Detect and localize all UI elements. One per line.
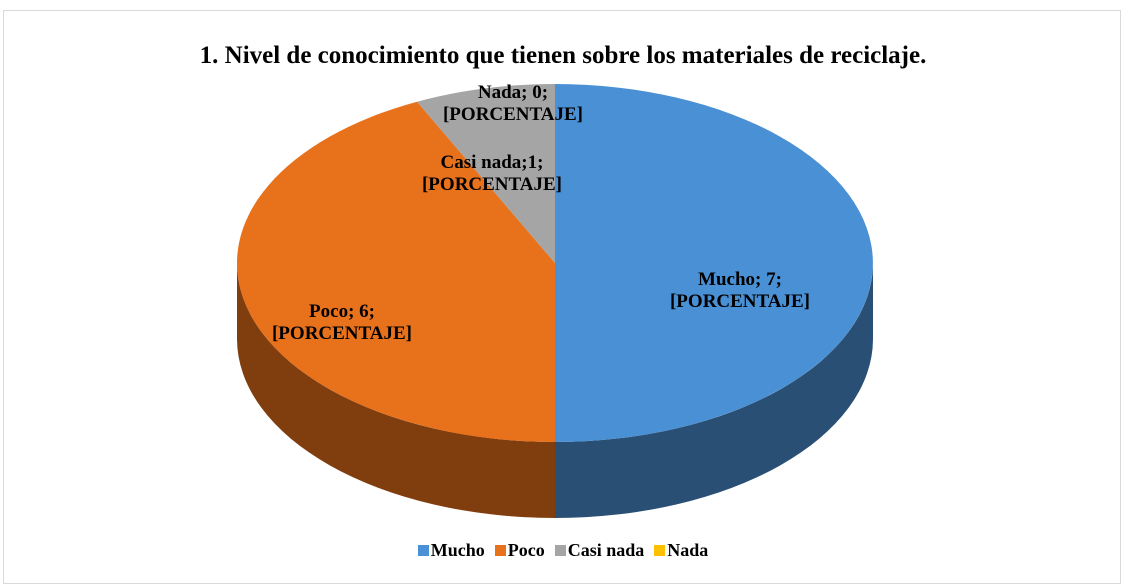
legend-label: Nada (667, 540, 709, 560)
slice (417, 84, 555, 263)
data-label: Mucho; 7; [PORCENTAJE] (669, 269, 811, 312)
legend-swatch (494, 545, 506, 556)
data-label: Casi nada;1; [PORCENTAJE] (421, 152, 563, 195)
slice (555, 84, 873, 442)
legend: Mucho Poco Casi nada Nada (0, 540, 1126, 561)
legend-swatch (654, 545, 666, 556)
data-label: Poco; 6; [PORCENTAJE] (271, 301, 413, 344)
legend-swatch (554, 545, 566, 556)
legend-item: Nada (654, 540, 708, 561)
slice-side (555, 263, 873, 518)
legend-label: Casi nada (567, 540, 645, 560)
slice-side (237, 263, 555, 518)
chart-frame (3, 10, 1121, 584)
slice (237, 101, 555, 443)
legend-label: Poco (507, 540, 545, 560)
legend-item: Poco (494, 540, 545, 561)
legend-item: Casi nada (554, 540, 645, 561)
legend-swatch (417, 545, 429, 556)
legend-item: Mucho (417, 540, 485, 561)
chart-title: 1. Nivel de conocimiento que tienen sobr… (199, 42, 927, 69)
legend-label: Mucho (430, 540, 485, 560)
data-label: Nada; 0; [PORCENTAJE] (442, 82, 584, 125)
